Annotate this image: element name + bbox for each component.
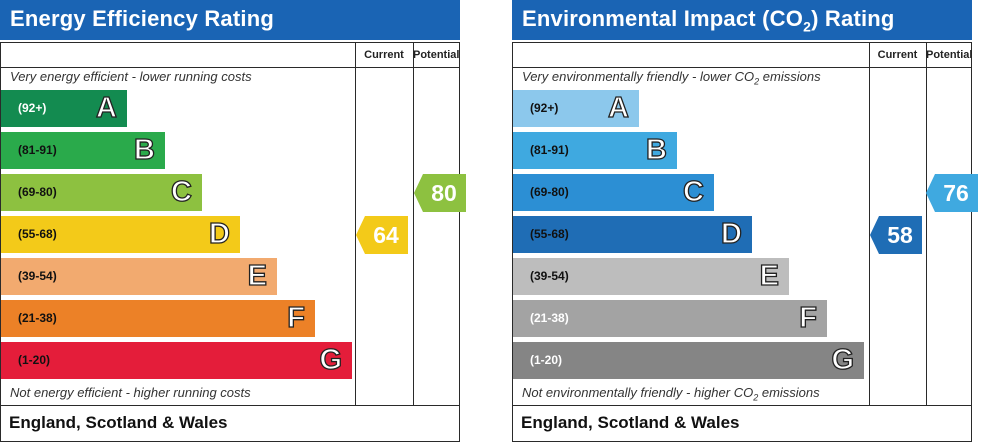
band-f: (21-38) F: [1, 300, 315, 337]
bottom-caption-main: Not environmentally friendly - higher CO: [522, 385, 754, 400]
band-c: (69-80) C: [513, 174, 714, 211]
chart-header: Energy Efficiency Rating: [0, 0, 460, 40]
footer-region: England, Scotland & Wales: [521, 413, 740, 432]
band-range-label: (55-68): [530, 227, 569, 241]
band-b: (81-91) B: [513, 132, 677, 169]
footer-region: England, Scotland & Wales: [9, 413, 228, 432]
footer: England, Scotland & Wales: [512, 405, 972, 442]
potential-column-divider: [926, 43, 927, 405]
potential-column-header: Potential: [413, 49, 460, 61]
bottom-caption: Not energy efficient - higher running co…: [10, 385, 251, 400]
current-rating-arrow: 58: [870, 215, 922, 254]
energy-efficiency-chart: Energy Efficiency Rating Current Potenti…: [0, 0, 466, 442]
title-end: ) Rating: [811, 6, 895, 31]
band-range-label: (1-20): [18, 353, 51, 367]
chart-header: Environmental Impact (CO2) Rating: [512, 0, 972, 40]
title-subscript: 2: [803, 18, 812, 35]
band-range-label: (92+): [18, 101, 47, 115]
band-letter: G: [319, 343, 343, 376]
environmental-impact-chart: Environmental Impact (CO2) Rating Curren…: [512, 0, 978, 442]
top-caption-main: Very environmentally friendly - lower CO: [522, 69, 755, 84]
band-letter: G: [831, 343, 855, 376]
current-arrow-shape: [356, 215, 408, 254]
band-letter: D: [208, 217, 230, 250]
current-column-divider: [869, 43, 870, 405]
header-row-divider: [513, 67, 971, 68]
title-main: Environmental Impact (CO: [522, 6, 804, 31]
band-range-label: (39-54): [18, 269, 57, 283]
band-range-label: (21-38): [530, 311, 569, 325]
band-letter: B: [133, 133, 155, 166]
potential-column-header: Potential: [926, 49, 973, 61]
bottom-caption: Not environmentally friendly - higher CO…: [522, 385, 820, 403]
band-range-label: (92+): [530, 101, 559, 115]
band-g: (1-20) G: [513, 342, 864, 379]
band-a: (92+) A: [1, 90, 127, 127]
top-caption: Very environmentally friendly - lower CO…: [522, 69, 821, 87]
band-range-label: (55-68): [18, 227, 57, 241]
top-caption-end: emissions: [759, 69, 821, 84]
potential-rating-arrow: 80: [414, 173, 466, 212]
current-column-divider: [355, 43, 356, 405]
band-range-label: (39-54): [530, 269, 569, 283]
current-rating-value: 64: [373, 221, 399, 248]
band-letter: C: [682, 175, 704, 208]
band-letter: A: [95, 91, 117, 124]
potential-arrow-shape: [926, 173, 978, 212]
rating-frame: Current Potential: [512, 42, 972, 406]
band-b: (81-91) B: [1, 132, 165, 169]
band-a: (92+) A: [513, 90, 639, 127]
band-letter: C: [170, 175, 192, 208]
header-row-divider: [1, 67, 459, 68]
potential-column-divider: [413, 43, 414, 405]
potential-rating-value: 76: [943, 179, 969, 206]
band-letter: A: [607, 91, 629, 124]
top-caption-subscript: 2: [754, 76, 760, 87]
band-e: (39-54) E: [513, 258, 789, 295]
band-c: (69-80) C: [1, 174, 202, 211]
bottom-caption-subscript: 2: [753, 392, 759, 403]
band-range-label: (81-91): [18, 143, 57, 157]
rating-frame: Current Potential: [0, 42, 460, 406]
current-arrow-shape: [870, 215, 922, 254]
band-letter: E: [247, 259, 268, 292]
current-column-header: Current: [877, 49, 918, 61]
potential-rating-value: 80: [431, 179, 457, 206]
band-letter: F: [287, 301, 306, 334]
footer: England, Scotland & Wales: [0, 405, 460, 442]
current-rating-arrow: 64: [356, 215, 408, 254]
potential-rating-arrow: 76: [926, 173, 978, 212]
chart-title: Energy Efficiency Rating: [10, 6, 274, 31]
band-letter: F: [799, 301, 818, 334]
top-caption: Very energy efficient - lower running co…: [10, 69, 252, 84]
potential-arrow-shape: [414, 173, 466, 212]
band-d: (55-68) D: [1, 216, 240, 253]
band-f: (21-38) F: [513, 300, 827, 337]
band-range-label: (21-38): [18, 311, 57, 325]
band-letter: B: [645, 133, 667, 166]
band-letter: D: [720, 217, 742, 250]
bottom-caption-end: emissions: [758, 385, 820, 400]
band-g: (1-20) G: [1, 342, 352, 379]
band-range-label: (69-80): [530, 185, 569, 199]
band-letter: E: [759, 259, 780, 292]
current-rating-value: 58: [887, 221, 913, 248]
band-d: (55-68) D: [513, 216, 752, 253]
band-range-label: (69-80): [18, 185, 57, 199]
current-column-header: Current: [364, 49, 404, 61]
chart-title: Environmental Impact (CO2) Rating: [522, 6, 895, 34]
band-range-label: (81-91): [530, 143, 569, 157]
band-e: (39-54) E: [1, 258, 277, 295]
band-range-label: (1-20): [530, 353, 563, 367]
